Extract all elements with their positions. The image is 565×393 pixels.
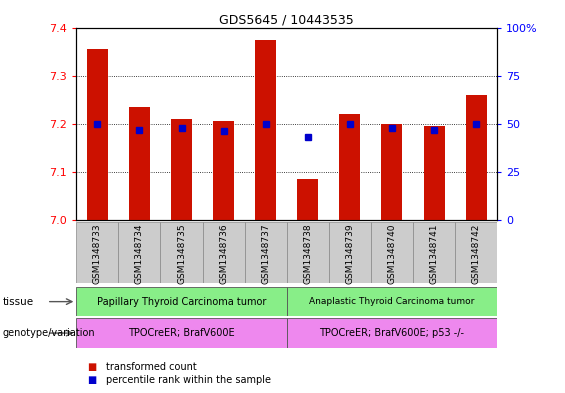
- Bar: [466, 95, 486, 220]
- Bar: [255, 40, 276, 220]
- Bar: [76, 318, 287, 348]
- Bar: [297, 179, 318, 220]
- Text: GSM1348740: GSM1348740: [388, 224, 397, 285]
- Bar: [329, 222, 371, 283]
- Bar: [287, 318, 497, 348]
- Bar: [76, 287, 287, 316]
- Bar: [381, 124, 402, 220]
- Bar: [371, 222, 413, 283]
- Text: GSM1348739: GSM1348739: [345, 224, 354, 285]
- Text: GSM1348741: GSM1348741: [429, 224, 438, 285]
- Text: GSM1348737: GSM1348737: [261, 224, 270, 285]
- Text: TPOCreER; BrafV600E; p53 -/-: TPOCreER; BrafV600E; p53 -/-: [319, 328, 464, 338]
- Text: transformed count: transformed count: [106, 362, 197, 373]
- Text: GSM1348742: GSM1348742: [472, 224, 481, 284]
- Text: ■: ■: [88, 362, 97, 373]
- Text: GSM1348736: GSM1348736: [219, 224, 228, 285]
- Text: tissue: tissue: [3, 297, 34, 307]
- Text: TPOCreER; BrafV600E: TPOCreER; BrafV600E: [128, 328, 235, 338]
- Text: GSM1348735: GSM1348735: [177, 224, 186, 285]
- Text: GSM1348738: GSM1348738: [303, 224, 312, 285]
- Text: genotype/variation: genotype/variation: [3, 328, 95, 338]
- Bar: [424, 126, 445, 220]
- Bar: [87, 49, 108, 220]
- Bar: [129, 107, 150, 220]
- Text: percentile rank within the sample: percentile rank within the sample: [106, 375, 271, 386]
- Bar: [287, 287, 497, 316]
- Title: GDS5645 / 10443535: GDS5645 / 10443535: [219, 13, 354, 26]
- Bar: [202, 222, 245, 283]
- Bar: [340, 114, 360, 220]
- Text: GSM1348733: GSM1348733: [93, 224, 102, 285]
- Bar: [119, 222, 160, 283]
- Bar: [76, 222, 119, 283]
- Text: GSM1348734: GSM1348734: [135, 224, 144, 285]
- Bar: [171, 119, 192, 220]
- Text: Papillary Thyroid Carcinoma tumor: Papillary Thyroid Carcinoma tumor: [97, 297, 266, 307]
- Bar: [287, 222, 329, 283]
- Bar: [413, 222, 455, 283]
- Text: Anaplastic Thyroid Carcinoma tumor: Anaplastic Thyroid Carcinoma tumor: [309, 297, 475, 306]
- Bar: [455, 222, 497, 283]
- Text: ■: ■: [88, 375, 97, 386]
- Bar: [245, 222, 287, 283]
- Bar: [213, 121, 234, 220]
- Bar: [160, 222, 202, 283]
